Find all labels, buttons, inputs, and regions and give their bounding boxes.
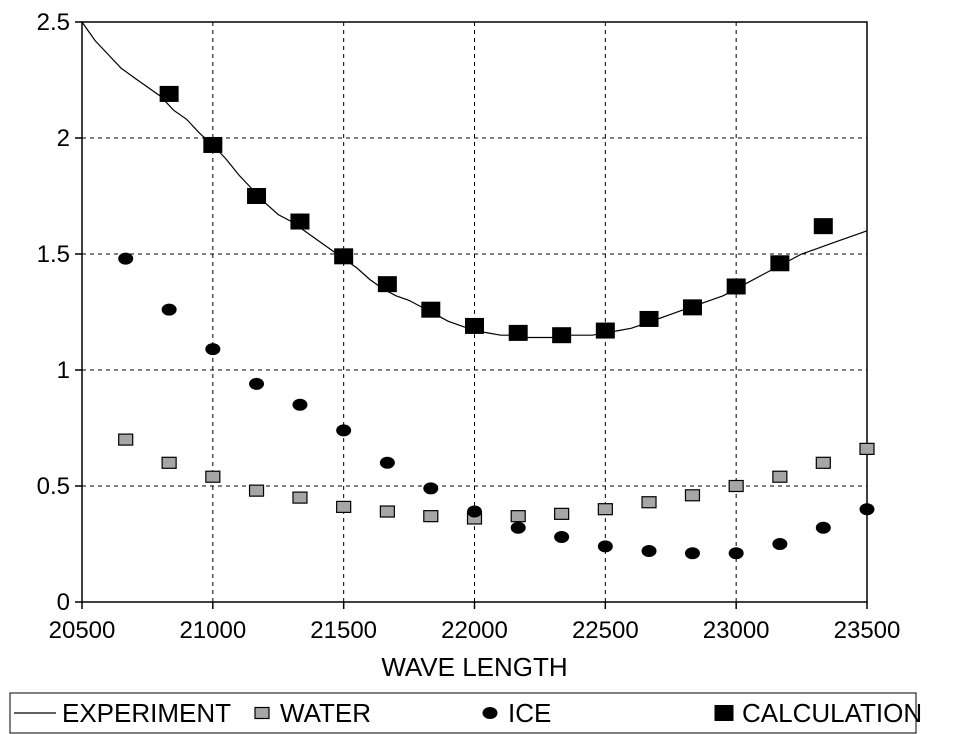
water-point: [205, 470, 221, 483]
water-point: [292, 491, 308, 504]
grid: [82, 22, 867, 602]
calculation-point: [552, 327, 572, 344]
ice-point: [205, 343, 221, 356]
legend-box: [9, 692, 917, 734]
ice-point: [728, 547, 744, 560]
calculation-point: [813, 218, 833, 235]
x-tick-label: 23500: [834, 617, 901, 644]
ice-point: [597, 540, 613, 553]
calculation-point: [465, 317, 484, 334]
series-experiment: [81, 21, 868, 339]
y-tick-label: 0: [57, 589, 70, 616]
legend-item-ice: ICE: [482, 698, 551, 728]
x-tick-label: 23000: [703, 617, 770, 644]
legend-item-water: WATER: [254, 698, 371, 728]
ice-point: [249, 377, 265, 390]
ice-point: [859, 503, 875, 516]
calculation-point: [682, 299, 702, 316]
x-tick-label: 21500: [310, 617, 377, 644]
water-point: [248, 484, 265, 497]
calculation-point: [159, 85, 179, 102]
legend-swatch: [714, 705, 734, 721]
water-point: [161, 456, 177, 469]
ice-point: [510, 521, 526, 534]
legend-swatch: [254, 706, 270, 720]
ice-point: [554, 531, 570, 544]
ice-point: [161, 303, 177, 316]
x-tick-label: 22500: [572, 617, 639, 644]
ice-point: [684, 547, 700, 560]
legend: EXPERIMENT WATER ICE CALCULATION: [9, 692, 922, 734]
series-calculation: [159, 85, 833, 344]
ice-point: [292, 398, 308, 411]
legend-label: ICE: [508, 698, 551, 728]
ice-point: [772, 538, 788, 550]
water-point: [554, 507, 570, 520]
calculation-point: [334, 248, 354, 265]
y-tick-label: 1.5: [37, 241, 70, 268]
y-tick-label: 2.5: [37, 9, 70, 36]
legend-label: CALCULATION: [742, 698, 922, 728]
water-point: [379, 505, 395, 518]
legend-item-calculation: CALCULATION: [714, 698, 922, 728]
calculation-point: [770, 255, 790, 272]
water-point: [772, 470, 788, 483]
calculation-point: [639, 310, 659, 327]
legend-swatch: [482, 707, 498, 719]
legend-label: EXPERIMENT: [62, 698, 231, 728]
y-tick-label: 1: [57, 357, 70, 384]
calculation-point: [508, 324, 528, 341]
ice-point: [118, 252, 134, 265]
ice-point: [379, 456, 395, 469]
calculation-point: [377, 276, 397, 293]
ice-point: [423, 482, 439, 495]
calculation-point: [290, 213, 310, 230]
water-point: [118, 433, 134, 446]
water-point: [597, 503, 613, 516]
water-point: [510, 510, 526, 523]
water-point: [859, 442, 875, 455]
water-point: [815, 456, 831, 469]
series-water: [118, 433, 875, 525]
x-axis-title: WAVE LENGTH: [381, 652, 567, 682]
calculation-point: [726, 278, 746, 295]
series-ice: [118, 252, 875, 560]
series-layer: [81, 21, 875, 560]
x-tick-label: 21000: [179, 617, 246, 644]
x-tick-label: 20500: [49, 617, 116, 644]
axis-ticks: 20500 21000 21500 22000 22500 23000 23500 0 0.5 1…: [37, 9, 901, 644]
legend-item-experiment: EXPERIMENT: [14, 698, 231, 728]
calculation-point: [247, 188, 267, 204]
calculation-point: [203, 136, 223, 153]
legend-label: WATER: [280, 698, 371, 728]
ice-point: [641, 544, 657, 557]
water-point: [728, 479, 744, 493]
ice-point: [467, 505, 482, 518]
water-point: [641, 496, 657, 509]
ice-point: [336, 424, 352, 437]
y-tick-label: 2: [57, 125, 70, 152]
calculation-point: [421, 301, 441, 318]
y-tick-label: 0.5: [37, 473, 70, 500]
water-point: [336, 500, 352, 513]
calculation-point: [595, 322, 615, 339]
water-point: [684, 489, 701, 502]
x-tick-label: 22000: [441, 617, 508, 644]
ice-point: [815, 521, 831, 534]
experiment-line: [81, 21, 868, 339]
water-point: [423, 510, 439, 523]
